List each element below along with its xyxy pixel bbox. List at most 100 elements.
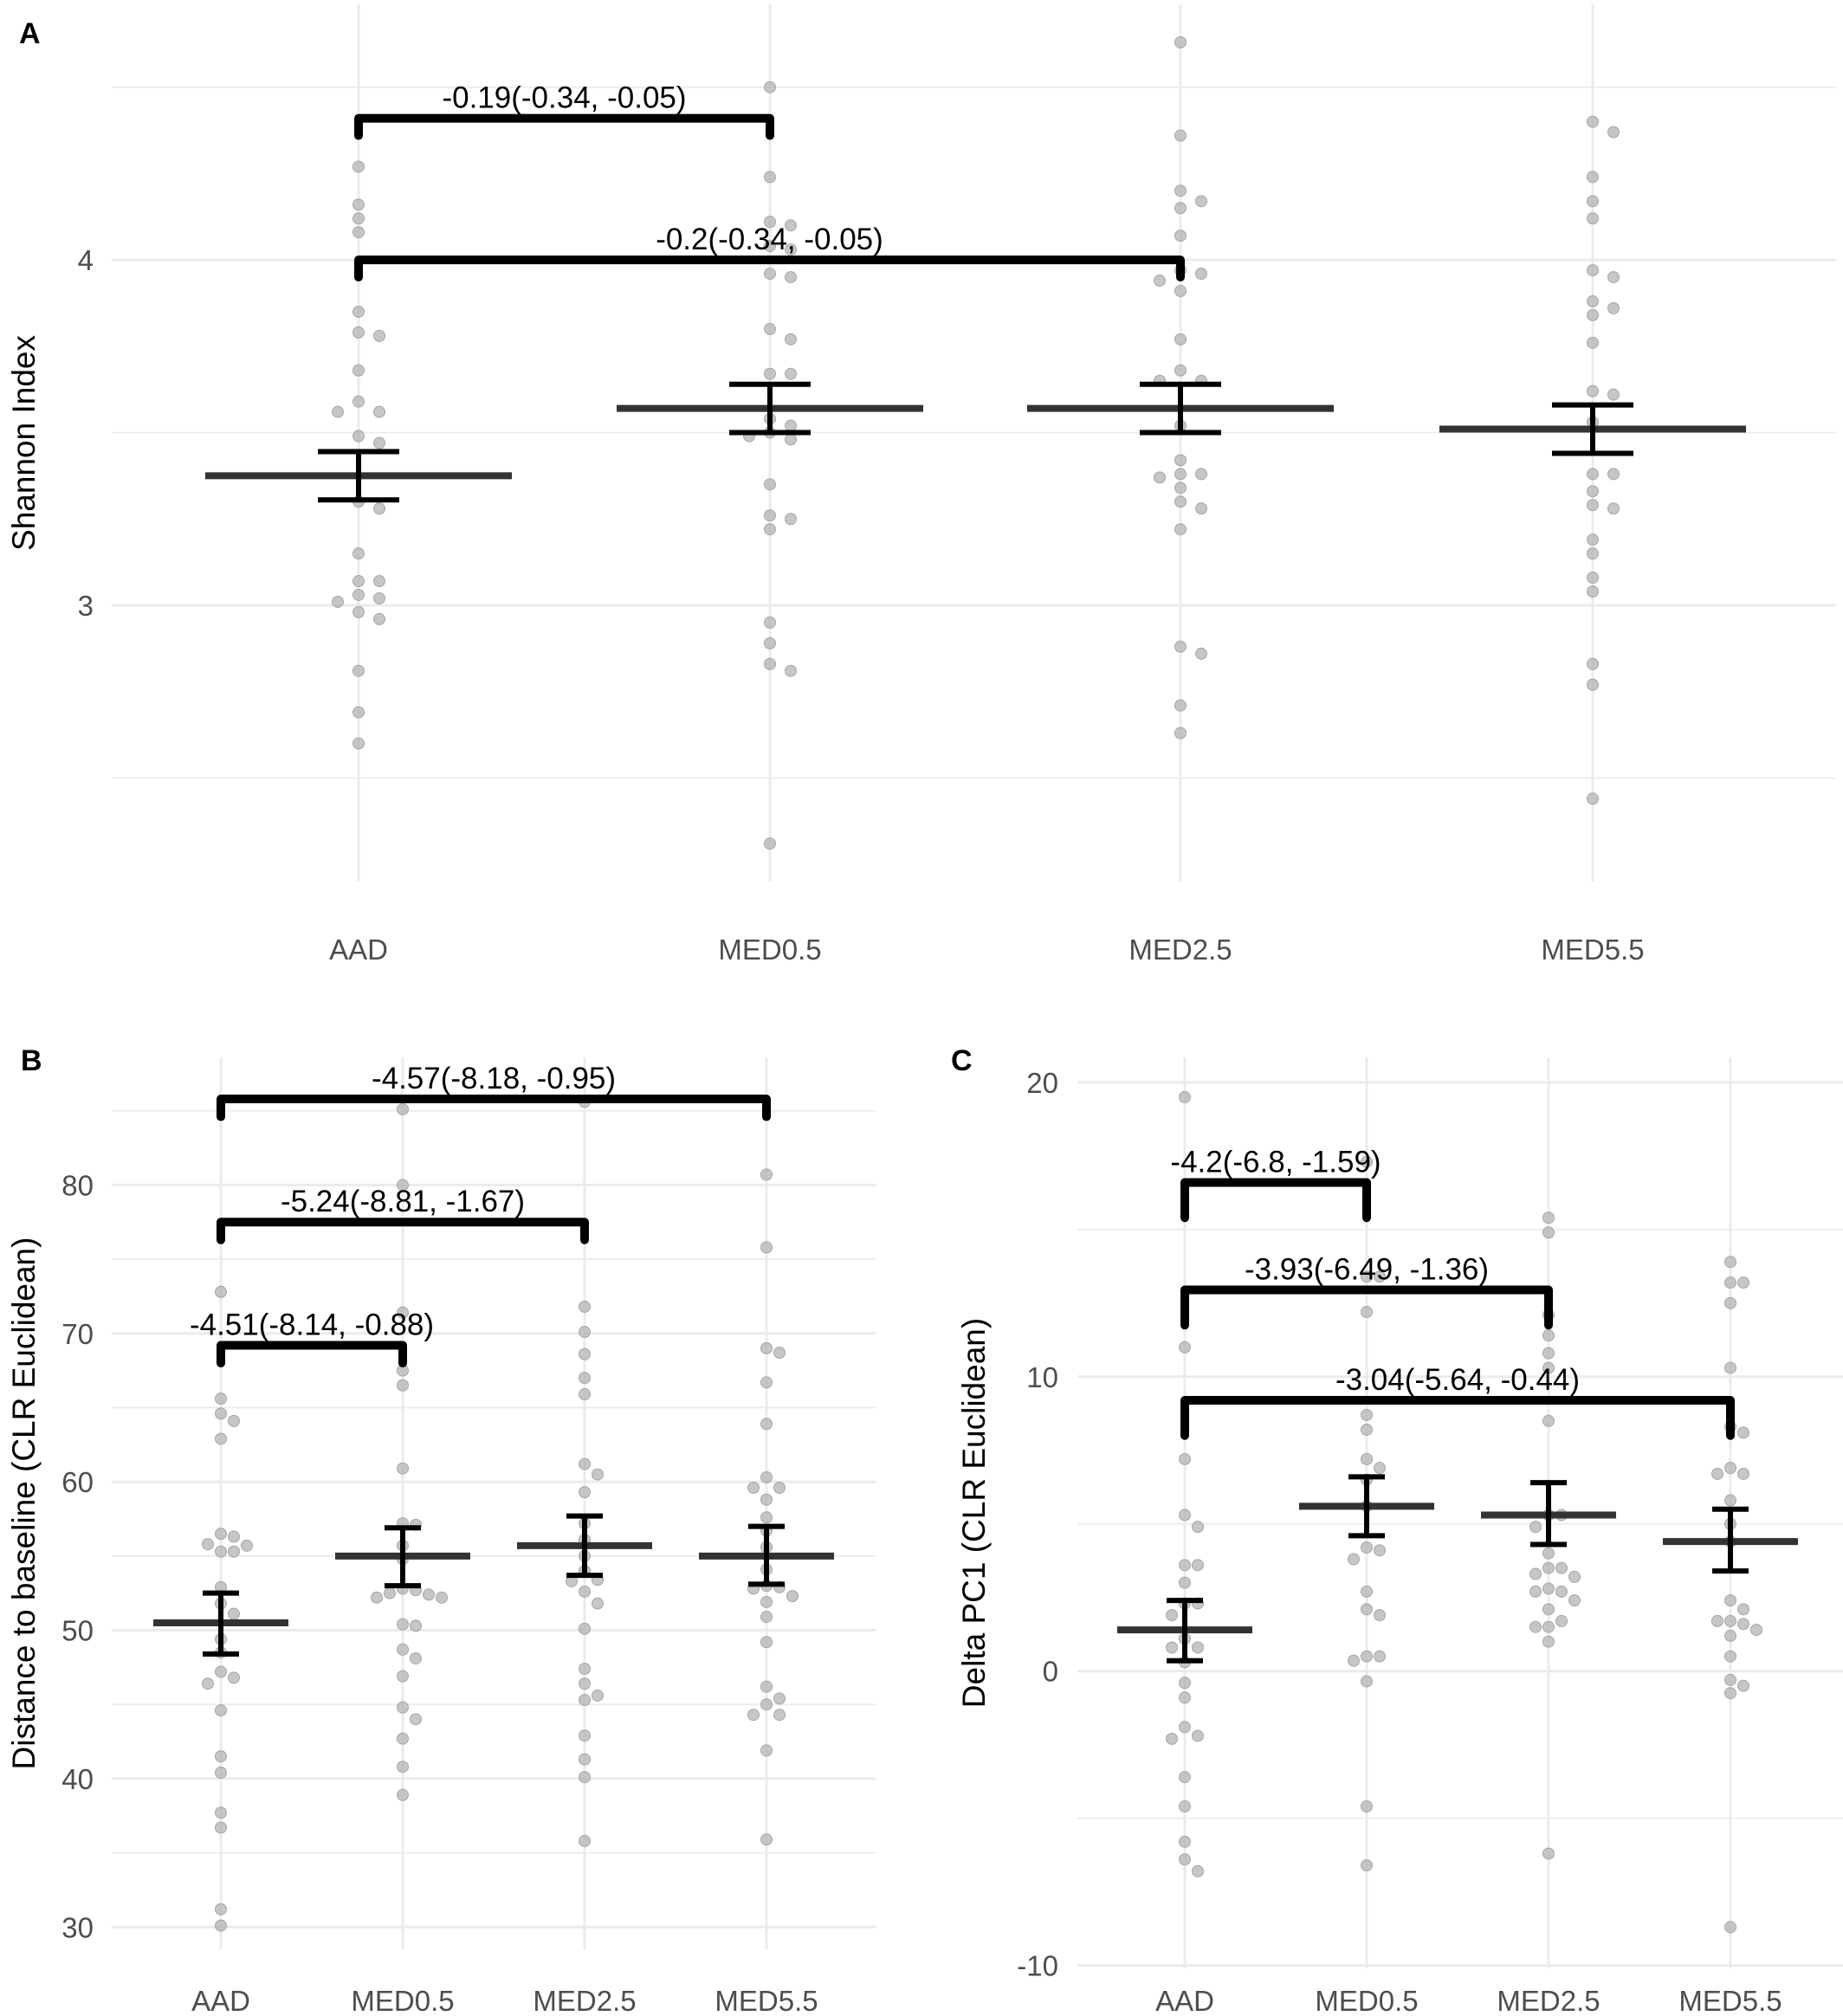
data-point-aad bbox=[352, 575, 365, 588]
data-point-aad bbox=[1179, 1721, 1191, 1734]
data-point-med0.5 bbox=[764, 81, 776, 94]
data-point-med2.5 bbox=[1174, 129, 1187, 142]
data-point-med2.5 bbox=[579, 1347, 591, 1360]
data-point-aad bbox=[215, 1285, 227, 1298]
y-axis-title: Distance to baseline (CLR Euclidean) bbox=[6, 1237, 42, 1770]
data-point-med5.5 bbox=[1750, 1624, 1762, 1637]
data-point-med2.5 bbox=[1542, 1635, 1555, 1648]
data-point-aad bbox=[215, 1821, 227, 1834]
data-point-aad bbox=[352, 547, 365, 560]
data-point-aad bbox=[332, 595, 344, 608]
data-point-med5.5 bbox=[760, 1833, 773, 1846]
data-point-med0.5 bbox=[397, 1102, 409, 1115]
data-point-med0.5 bbox=[764, 616, 776, 629]
data-point-med0.5 bbox=[1374, 1609, 1386, 1622]
data-point-med0.5 bbox=[764, 268, 776, 281]
data-point-med0.5 bbox=[397, 1701, 409, 1714]
data-point-med0.5 bbox=[410, 1652, 422, 1665]
data-point-med2.5 bbox=[579, 1771, 591, 1784]
data-point-med2.5 bbox=[1542, 1212, 1555, 1224]
data-point-med2.5 bbox=[1174, 285, 1187, 298]
data-point-aad bbox=[228, 1414, 240, 1427]
data-point-med5.5 bbox=[1607, 388, 1620, 401]
data-point-med0.5 bbox=[397, 1618, 409, 1631]
panel-letter: C bbox=[951, 1044, 973, 1077]
data-point-med5.5 bbox=[1587, 336, 1599, 349]
data-point-med0.5 bbox=[1348, 1654, 1360, 1667]
error-bar bbox=[385, 1525, 421, 1589]
data-point-med0.5 bbox=[410, 1713, 422, 1726]
data-point-med5.5 bbox=[1737, 1618, 1749, 1631]
data-point-med5.5 bbox=[1607, 502, 1620, 515]
data-point-aad bbox=[1179, 1509, 1191, 1522]
data-point-med0.5 bbox=[785, 333, 797, 346]
data-point-aad bbox=[228, 1671, 240, 1684]
data-point-med0.5 bbox=[764, 216, 776, 229]
data-point-med0.5 bbox=[785, 219, 797, 232]
data-point-med0.5 bbox=[1361, 1155, 1373, 1168]
data-point-med0.5 bbox=[423, 1588, 435, 1601]
data-point-med5.5 bbox=[760, 1376, 773, 1389]
data-point-med2.5 bbox=[1529, 1585, 1542, 1598]
comparison-label: -4.2(-6.8, -1.59) bbox=[1170, 1145, 1381, 1179]
data-point-aad bbox=[352, 198, 365, 211]
data-point-med2.5 bbox=[1174, 727, 1187, 740]
data-point-med5.5 bbox=[1737, 1467, 1749, 1480]
data-point-med2.5 bbox=[579, 1372, 591, 1385]
x-tick-label: MED5.5 bbox=[715, 1985, 818, 2016]
data-point-med2.5 bbox=[1542, 1361, 1555, 1374]
panel-letter: B bbox=[21, 1044, 42, 1077]
y-tick-label: 70 bbox=[61, 1318, 94, 1350]
data-point-aad bbox=[1179, 1853, 1191, 1866]
data-point-aad bbox=[1179, 1691, 1191, 1704]
error-bar bbox=[1348, 1474, 1385, 1539]
data-point-aad bbox=[1166, 1732, 1178, 1745]
data-point-med5.5 bbox=[1724, 1921, 1736, 1934]
data-point-med5.5 bbox=[1711, 1467, 1723, 1480]
data-point-med2.5 bbox=[592, 1597, 604, 1610]
data-point-med0.5 bbox=[785, 419, 797, 432]
data-point-med2.5 bbox=[1174, 454, 1187, 467]
data-point-med5.5 bbox=[760, 1680, 773, 1693]
data-point-med5.5 bbox=[760, 1698, 773, 1711]
data-point-aad bbox=[215, 1903, 227, 1916]
data-point-med0.5 bbox=[764, 657, 776, 670]
y-tick-label: 30 bbox=[61, 1911, 94, 1943]
data-point-med0.5 bbox=[1374, 1462, 1386, 1475]
data-point-aad bbox=[215, 1545, 227, 1558]
error-bar bbox=[318, 449, 399, 503]
data-point-aad bbox=[1179, 1771, 1191, 1784]
data-point-aad bbox=[215, 1407, 227, 1420]
data-point-med2.5 bbox=[579, 1326, 591, 1339]
data-point-med5.5 bbox=[1724, 1629, 1736, 1642]
data-point-med2.5 bbox=[1529, 1521, 1542, 1534]
data-point-aad bbox=[1192, 1521, 1204, 1534]
data-point-med0.5 bbox=[764, 636, 776, 649]
panel-letter: A bbox=[19, 17, 41, 50]
data-point-aad bbox=[352, 212, 365, 225]
x-tick-label: MED2.5 bbox=[1497, 1985, 1600, 2016]
data-point-med0.5 bbox=[764, 171, 776, 184]
data-point-aad bbox=[1179, 1576, 1191, 1589]
data-point-aad bbox=[1179, 1452, 1191, 1465]
data-point-med5.5 bbox=[773, 1482, 786, 1495]
data-point-med2.5 bbox=[592, 1468, 604, 1481]
data-point-med5.5 bbox=[1724, 1673, 1736, 1686]
data-point-med5.5 bbox=[1607, 126, 1620, 139]
data-point-aad bbox=[1192, 1864, 1204, 1877]
data-point-aad bbox=[352, 305, 365, 318]
y-tick-label: -10 bbox=[1017, 1950, 1058, 1982]
data-point-med2.5 bbox=[1555, 1561, 1568, 1574]
data-point-aad bbox=[202, 1538, 214, 1551]
data-point-med5.5 bbox=[1737, 1426, 1749, 1439]
data-point-aad bbox=[352, 226, 365, 239]
data-point-aad bbox=[352, 326, 365, 339]
y-tick-label: 0 bbox=[1043, 1656, 1058, 1688]
error-bar bbox=[566, 1513, 603, 1579]
data-point-med0.5 bbox=[1361, 1423, 1373, 1436]
data-point-med5.5 bbox=[760, 1511, 773, 1524]
data-point-med5.5 bbox=[1724, 1462, 1736, 1475]
data-point-aad bbox=[1179, 1800, 1191, 1813]
data-point-med2.5 bbox=[579, 1457, 591, 1470]
comparison-bracket bbox=[217, 1218, 589, 1244]
